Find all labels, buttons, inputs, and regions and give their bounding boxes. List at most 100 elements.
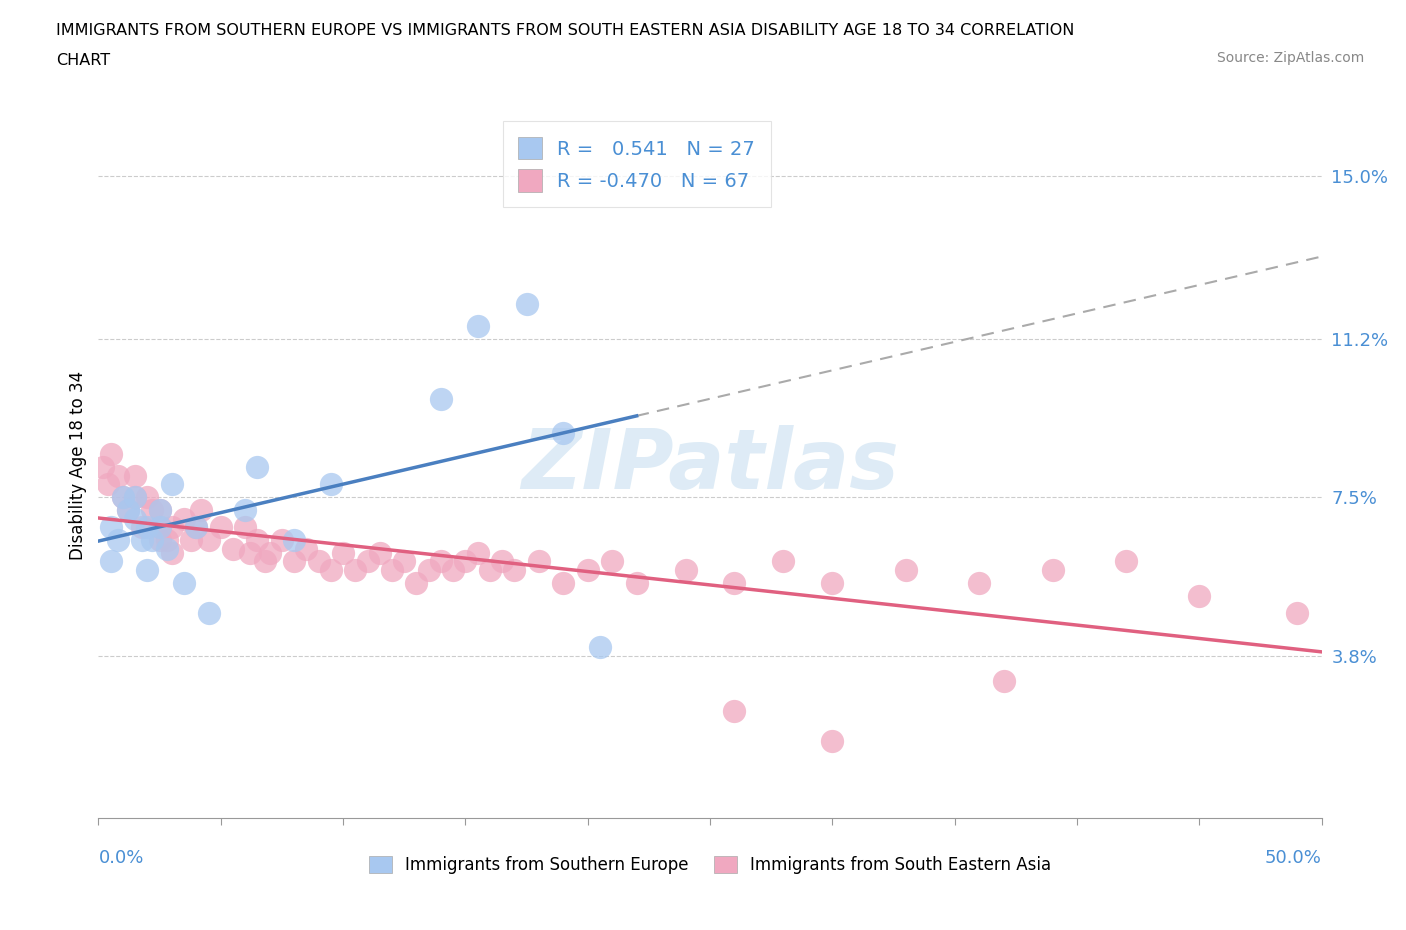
Point <box>131 533 153 548</box>
Point <box>117 502 139 517</box>
Point <box>156 541 179 556</box>
Point <box>626 576 648 591</box>
Point <box>441 563 464 578</box>
Point <box>283 533 305 548</box>
Point <box>467 318 489 333</box>
Point <box>100 554 122 569</box>
Point <box>392 554 416 569</box>
Point <box>821 576 844 591</box>
Point <box>270 533 294 548</box>
Point <box>993 674 1015 689</box>
Point <box>527 554 550 569</box>
Text: 50.0%: 50.0% <box>1265 849 1322 867</box>
Point <box>418 563 440 578</box>
Text: ZIPatlas: ZIPatlas <box>522 424 898 506</box>
Point <box>149 520 172 535</box>
Point <box>430 392 453 406</box>
Point <box>173 512 195 526</box>
Point <box>553 425 575 440</box>
Point <box>246 533 269 548</box>
Point <box>430 554 453 569</box>
Point <box>553 576 575 591</box>
Point <box>186 520 208 535</box>
Point <box>491 554 513 569</box>
Point <box>356 554 378 569</box>
Point <box>253 554 276 569</box>
Point <box>107 469 129 484</box>
Point <box>197 605 219 620</box>
Point <box>894 563 917 578</box>
Point <box>117 502 139 517</box>
Point <box>723 704 745 719</box>
Point <box>967 576 990 591</box>
Point <box>319 477 342 492</box>
Point <box>478 563 501 578</box>
Point <box>124 512 146 526</box>
Point <box>149 533 172 548</box>
Point <box>100 520 122 535</box>
Point <box>368 545 391 560</box>
Point <box>772 554 794 569</box>
Point <box>141 502 163 517</box>
Y-axis label: Disability Age 18 to 34: Disability Age 18 to 34 <box>69 370 87 560</box>
Point <box>190 502 212 517</box>
Point <box>111 490 134 505</box>
Point <box>97 477 120 492</box>
Text: Source: ZipAtlas.com: Source: ZipAtlas.com <box>1216 51 1364 65</box>
Point <box>723 576 745 591</box>
Point <box>124 469 146 484</box>
Point <box>124 490 146 505</box>
Point <box>405 576 427 591</box>
Point <box>821 734 844 749</box>
Point <box>1115 554 1137 569</box>
Point <box>308 554 330 569</box>
Legend: Immigrants from Southern Europe, Immigrants from South Eastern Asia: Immigrants from Southern Europe, Immigra… <box>361 849 1059 881</box>
Point <box>1042 563 1064 578</box>
Point <box>149 520 172 535</box>
Point <box>467 545 489 560</box>
Point <box>454 554 477 569</box>
Point <box>100 446 122 461</box>
Point <box>246 459 269 474</box>
Point <box>186 520 208 535</box>
Point <box>675 563 697 578</box>
Point <box>344 563 367 578</box>
Point <box>233 520 256 535</box>
Point <box>295 541 318 556</box>
Text: IMMIGRANTS FROM SOUTHERN EUROPE VS IMMIGRANTS FROM SOUTH EASTERN ASIA DISABILITY: IMMIGRANTS FROM SOUTHERN EUROPE VS IMMIG… <box>56 23 1074 38</box>
Point <box>160 545 183 560</box>
Point <box>180 533 202 548</box>
Point <box>107 533 129 548</box>
Point <box>91 459 114 474</box>
Point <box>136 563 159 578</box>
Point <box>503 563 526 578</box>
Point <box>239 545 262 560</box>
Point <box>259 545 281 560</box>
Point <box>576 563 599 578</box>
Point <box>131 520 153 535</box>
Point <box>589 640 612 655</box>
Point <box>332 545 354 560</box>
Point <box>197 533 219 548</box>
Point <box>136 490 159 505</box>
Point <box>156 533 179 548</box>
Point <box>136 520 159 535</box>
Point <box>141 533 163 548</box>
Point <box>149 502 172 517</box>
Point <box>381 563 404 578</box>
Point <box>209 520 232 535</box>
Point <box>600 554 623 569</box>
Point <box>515 297 537 312</box>
Point <box>222 541 245 556</box>
Point <box>124 490 146 505</box>
Point <box>1188 588 1211 603</box>
Point <box>173 576 195 591</box>
Text: CHART: CHART <box>56 53 110 68</box>
Point <box>160 477 183 492</box>
Point <box>149 502 172 517</box>
Text: 0.0%: 0.0% <box>98 849 143 867</box>
Point <box>283 554 305 569</box>
Point <box>111 490 134 505</box>
Point <box>160 520 183 535</box>
Point <box>1286 605 1309 620</box>
